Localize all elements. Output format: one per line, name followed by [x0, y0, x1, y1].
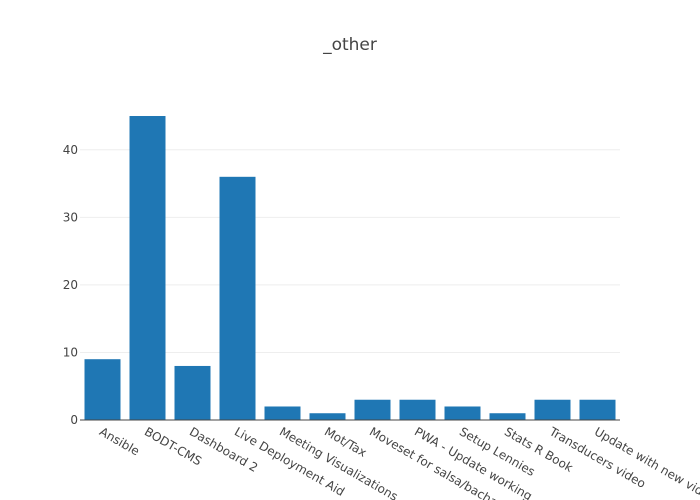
grid-lines: [80, 149, 620, 353]
bar[interactable]: [219, 176, 256, 420]
y-tick-label: 20: [63, 278, 78, 292]
chart-title: _other: [322, 35, 377, 55]
bar[interactable]: [309, 413, 346, 420]
y-tick-label: 10: [63, 345, 78, 359]
y-axis-ticks: 0 10 20 30 40: [63, 143, 78, 427]
bar[interactable]: [174, 365, 211, 420]
bars: [84, 116, 616, 420]
bar[interactable]: [579, 399, 616, 420]
bar[interactable]: [444, 406, 481, 420]
bar[interactable]: [489, 413, 526, 420]
bar[interactable]: [354, 399, 391, 420]
y-tick-label: 30: [63, 210, 78, 224]
bar[interactable]: [399, 399, 436, 420]
bar[interactable]: [84, 359, 121, 420]
y-tick-label: 0: [70, 413, 78, 427]
bar[interactable]: [534, 399, 571, 420]
y-tick-label: 40: [63, 143, 78, 157]
bar[interactable]: [129, 116, 166, 420]
bar[interactable]: [264, 406, 301, 420]
